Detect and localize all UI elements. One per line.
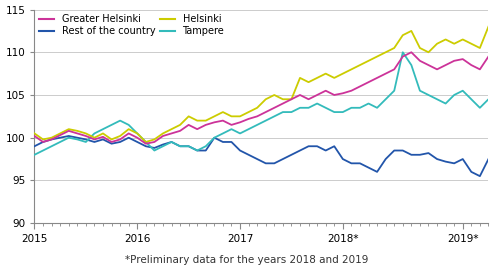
Legend: Greater Helsinki, Rest of the country, Helsinki, Tampere: Greater Helsinki, Rest of the country, H…: [38, 12, 226, 38]
Text: *Preliminary data for the years 2018 and 2019: *Preliminary data for the years 2018 and…: [125, 255, 369, 265]
